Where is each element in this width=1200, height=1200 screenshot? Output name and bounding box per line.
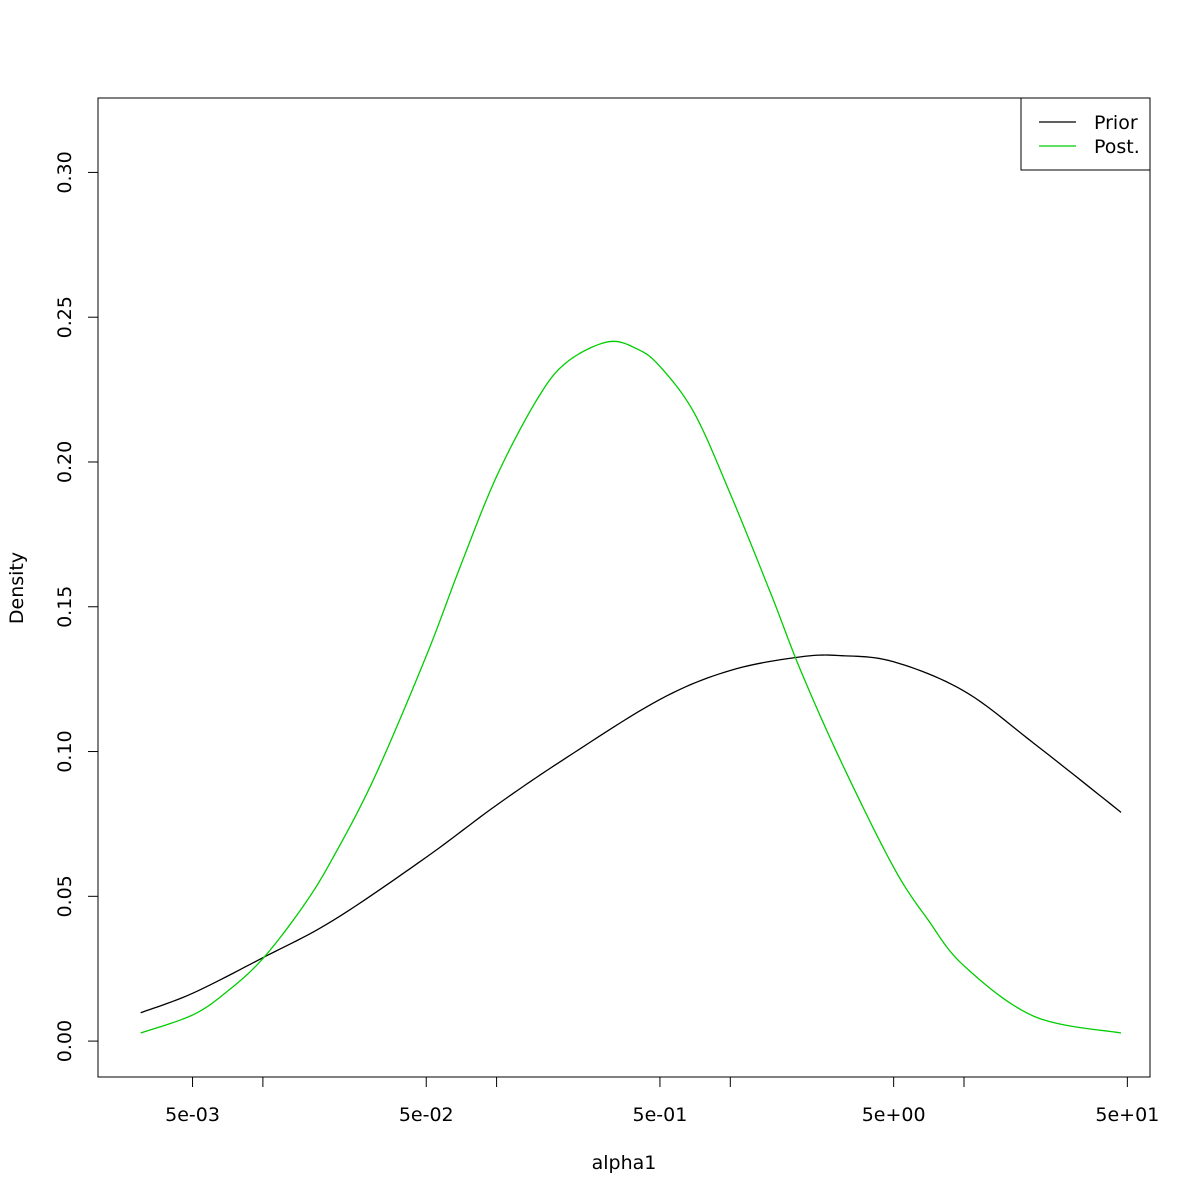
y-tick-label: 0.05 — [54, 875, 76, 917]
x-tick-label: 5e+01 — [1095, 1104, 1159, 1126]
legend-label-posterior: Post. — [1094, 136, 1140, 158]
legend-box — [1020, 97, 1151, 171]
x-tick-label: 5e-02 — [399, 1104, 454, 1126]
legend: Prior Post. — [1020, 97, 1151, 171]
legend-label-prior: Prior — [1094, 112, 1138, 134]
series-line-post — [140, 340, 1122, 1034]
y-tick-label: 0.15 — [54, 586, 76, 628]
y-tick-label: 0.20 — [54, 441, 76, 483]
x-axis: 5e-03 5e-02 5e-01 5e+00 5e+01 — [165, 1077, 1159, 1126]
x-tick-label: 5e-01 — [633, 1104, 688, 1126]
y-axis: 0.00 0.05 0.10 0.15 0.20 0.25 0.30 — [54, 151, 98, 1062]
x-axis-label: alpha1 — [592, 1152, 657, 1174]
y-tick-label: 0.25 — [54, 296, 76, 338]
x-tick-label: 5e-03 — [165, 1104, 220, 1126]
y-tick-label: 0.30 — [54, 151, 76, 193]
x-tick-label: 5e+00 — [862, 1104, 926, 1126]
y-tick-label: 0.00 — [54, 1020, 76, 1062]
series-line-prior — [140, 654, 1122, 1014]
y-axis-label: Density — [6, 552, 28, 624]
plot-frame — [97, 97, 1151, 1078]
y-tick-label: 0.10 — [54, 730, 76, 772]
series-layer — [140, 340, 1122, 1034]
